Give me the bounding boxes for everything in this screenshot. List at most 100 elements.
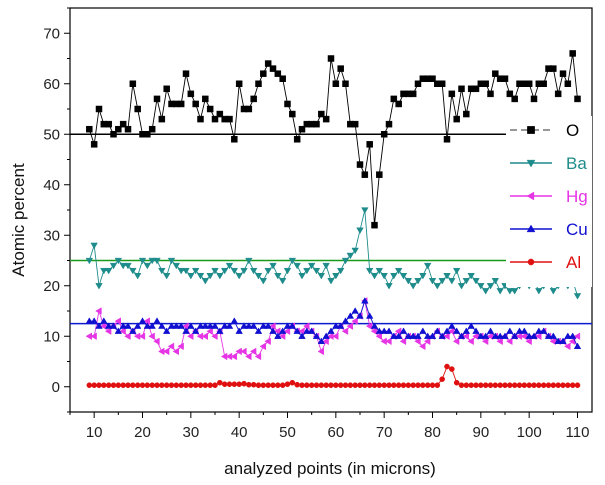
data-point-al — [139, 382, 146, 389]
data-point-cu — [332, 322, 340, 329]
legend-entry-al: Al — [510, 253, 581, 272]
data-point-cu — [158, 322, 166, 329]
data-point-cu — [433, 327, 442, 334]
data-point-al — [328, 382, 334, 389]
data-point-ba — [119, 262, 127, 270]
legend-label: Al — [566, 253, 581, 272]
data-point-o — [105, 120, 112, 128]
data-point-cu — [346, 312, 355, 319]
data-point-o — [574, 95, 581, 103]
data-point-al — [183, 382, 189, 389]
y-tick-label: 30 — [43, 227, 60, 244]
data-point-cu — [409, 332, 417, 339]
data-point-ba — [298, 273, 306, 280]
data-point-cu — [143, 322, 152, 329]
data-point-ba — [100, 267, 108, 275]
data-point-al — [347, 382, 354, 389]
data-point-hg — [346, 322, 353, 330]
data-point-hg — [341, 327, 349, 335]
data-point-cu — [153, 317, 161, 324]
data-point-o — [351, 120, 359, 128]
data-point-o — [134, 105, 141, 113]
legend-entry-cu: Cu — [510, 220, 588, 239]
data-point-cu — [100, 317, 108, 324]
data-point-cu — [351, 307, 359, 314]
legend-marker — [527, 258, 535, 266]
data-point-al — [497, 382, 503, 389]
data-point-ba — [491, 278, 500, 285]
data-point-al — [478, 382, 484, 389]
x-tick-label: 110 — [566, 424, 590, 441]
data-point-hg — [143, 317, 150, 325]
data-point-o — [115, 125, 122, 133]
data-point-cu — [278, 327, 287, 334]
data-point-ba — [322, 262, 330, 270]
data-point-o — [110, 131, 117, 138]
data-point-hg — [365, 322, 373, 330]
data-point-al — [246, 381, 252, 388]
data-point-hg — [506, 337, 513, 346]
x-tick-label: 90 — [472, 424, 489, 441]
data-point-cu — [206, 322, 214, 329]
data-point-o — [530, 95, 538, 103]
data-point-al — [424, 382, 431, 389]
data-point-o — [226, 115, 233, 123]
data-point-ba — [472, 278, 480, 285]
data-point-al — [400, 382, 407, 389]
data-point-o — [463, 110, 470, 118]
legend-label: Ba — [566, 154, 587, 173]
data-point-al — [531, 382, 537, 389]
data-point-al — [188, 382, 194, 389]
data-point-cu — [365, 312, 374, 319]
data-point-hg — [138, 332, 146, 340]
data-point-ba — [303, 267, 311, 275]
data-point-al — [386, 382, 392, 389]
data-point-o — [554, 90, 562, 98]
legend-label: Cu — [566, 220, 588, 239]
data-point-ba — [259, 278, 268, 285]
data-point-ba — [312, 267, 321, 275]
y-tick-label: 10 — [43, 328, 60, 345]
data-point-hg — [481, 337, 489, 346]
data-point-o — [235, 80, 243, 87]
data-point-hg — [259, 342, 266, 351]
data-point-al — [473, 382, 479, 389]
data-point-o — [255, 80, 262, 87]
legend-marker — [527, 126, 535, 134]
data-point-o — [409, 90, 417, 98]
data-point-al — [540, 382, 547, 389]
data-point-hg — [520, 332, 527, 340]
x-tick-label: 80 — [424, 424, 441, 441]
data-point-cu — [443, 327, 451, 334]
data-point-al — [115, 382, 122, 389]
data-point-al — [294, 381, 300, 388]
data-point-ba — [481, 288, 490, 295]
data-point-cu — [481, 332, 490, 339]
legend-label: O — [566, 121, 579, 140]
data-point-cu — [254, 327, 263, 334]
data-point-cu — [312, 332, 321, 339]
x-tick-label: 10 — [86, 424, 103, 441]
data-point-cu — [283, 322, 292, 329]
data-point-al — [299, 382, 305, 389]
data-point-ba — [307, 262, 316, 270]
data-point-o — [525, 80, 533, 87]
data-point-al — [511, 382, 518, 389]
data-point-cu — [491, 332, 500, 339]
data-point-al — [226, 381, 233, 388]
series-cu — [85, 297, 582, 349]
data-point-cu — [361, 297, 369, 304]
data-point-ba — [230, 267, 239, 275]
x-tick-label: 50 — [279, 424, 296, 441]
data-point-al — [313, 382, 320, 389]
data-point-cu — [201, 322, 210, 329]
data-point-o — [395, 100, 402, 108]
data-point-hg — [177, 342, 184, 351]
data-point-hg — [317, 347, 324, 356]
data-point-o — [144, 131, 151, 138]
data-point-ba — [443, 273, 451, 280]
data-point-ba — [404, 278, 413, 285]
data-point-al — [434, 382, 441, 389]
data-point-o — [453, 115, 460, 123]
data-point-ba — [129, 267, 137, 275]
